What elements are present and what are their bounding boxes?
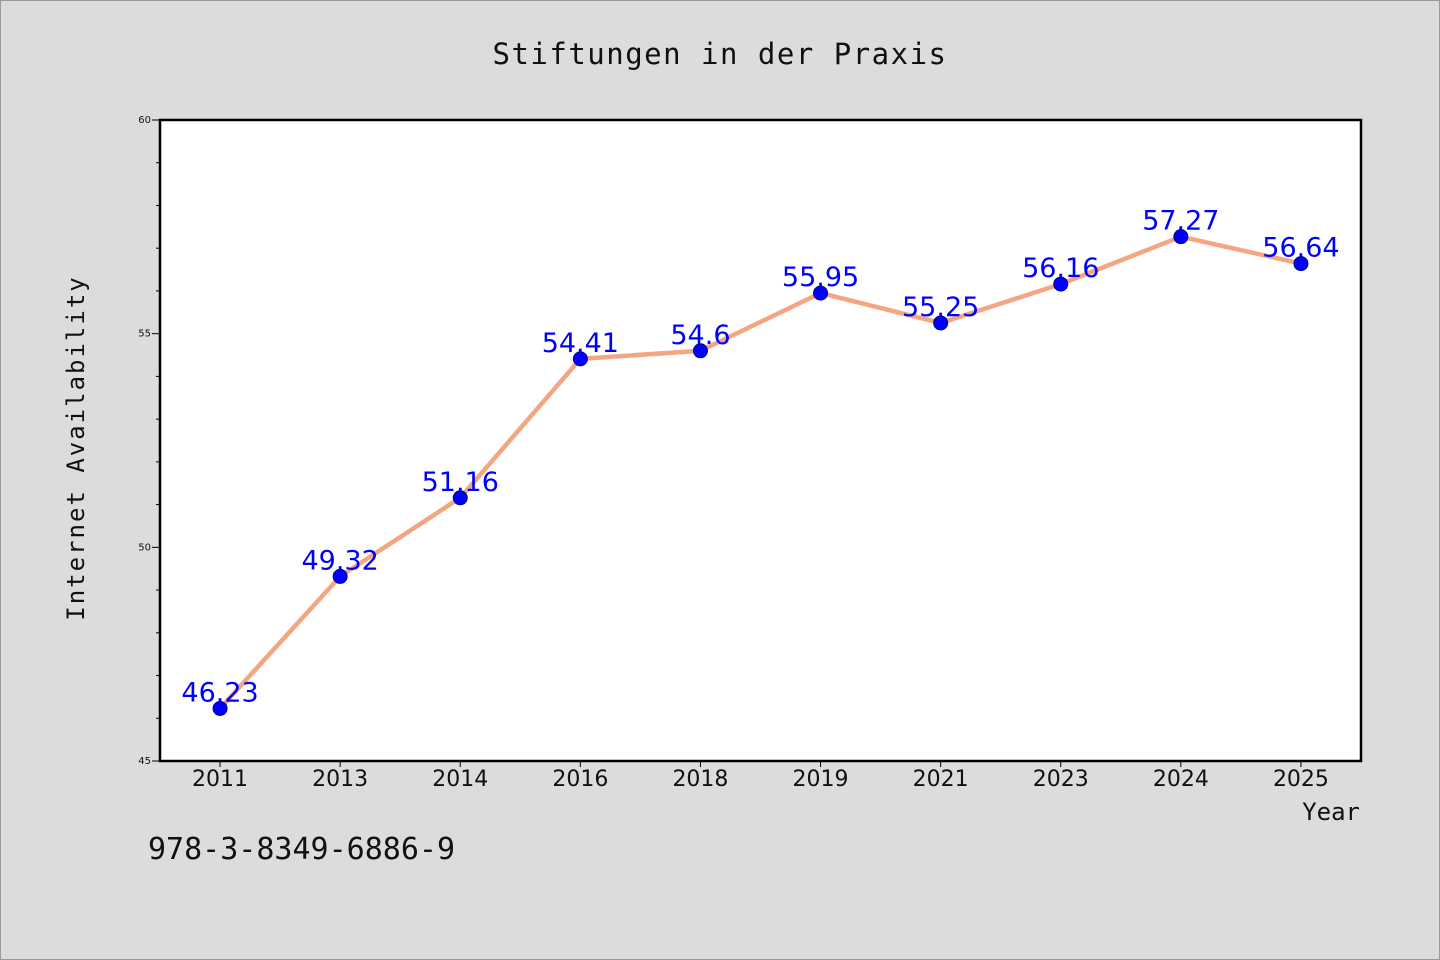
series-line xyxy=(217,234,1304,711)
data-label: 51.16 xyxy=(422,467,499,498)
x-tick-label: 2024 xyxy=(1153,767,1209,792)
x-axis: 2011 2013 2014 2016 2018 2019 2021 2023 2024 2025 xyxy=(192,761,1329,792)
y-tick-label: 50 xyxy=(138,542,151,553)
x-tick-label: 2019 xyxy=(793,767,849,792)
chart-title: Stiftungen in der Praxis xyxy=(492,37,947,71)
data-label: 54.41 xyxy=(542,328,619,359)
data-point xyxy=(212,700,228,716)
isbn-text: 978-3-8349-6886-9 xyxy=(148,832,456,867)
data-point xyxy=(1293,256,1309,272)
data-point xyxy=(452,490,468,506)
data-point xyxy=(1173,229,1189,245)
data-point xyxy=(1053,276,1069,292)
data-point xyxy=(933,315,949,331)
x-tick-label: 2025 xyxy=(1273,767,1329,792)
x-tick-label: 2016 xyxy=(552,767,608,792)
data-label: 54.6 xyxy=(670,320,730,351)
series-internet-availability xyxy=(212,229,1309,716)
data-label: 46.23 xyxy=(181,677,258,708)
plot-area xyxy=(158,118,1363,763)
x-tick-label: 2014 xyxy=(432,767,488,792)
x-axis-label: Year xyxy=(1302,798,1360,826)
data-point xyxy=(332,568,348,584)
data-labels: 46.23 49.32 51.16 54.41 54.6 55.95 55.25 56.16 5… xyxy=(181,206,1339,709)
y-tick-label: 45 xyxy=(138,756,151,767)
data-label: 55.95 xyxy=(782,262,859,293)
x-tick-label: 2013 xyxy=(312,767,368,792)
y-tick-label: 55 xyxy=(138,329,151,340)
x-tick-label: 2023 xyxy=(1033,767,1089,792)
data-label: 57.27 xyxy=(1142,206,1219,237)
data-label: 56.64 xyxy=(1262,233,1339,264)
y-tick-label: 60 xyxy=(138,115,151,126)
y-axis-label: Internet Availability xyxy=(62,275,90,620)
data-label: 55.25 xyxy=(902,292,979,323)
data-point xyxy=(692,343,708,359)
data-label: 49.32 xyxy=(302,545,379,576)
x-tick-label: 2011 xyxy=(192,767,248,792)
x-tick-label: 2021 xyxy=(913,767,969,792)
data-label: 56.16 xyxy=(1022,253,1099,284)
x-tick-label: 2018 xyxy=(672,767,728,792)
y-axis: 45 50 55 60 xyxy=(138,115,160,767)
data-point xyxy=(813,285,829,301)
data-point xyxy=(572,351,588,367)
